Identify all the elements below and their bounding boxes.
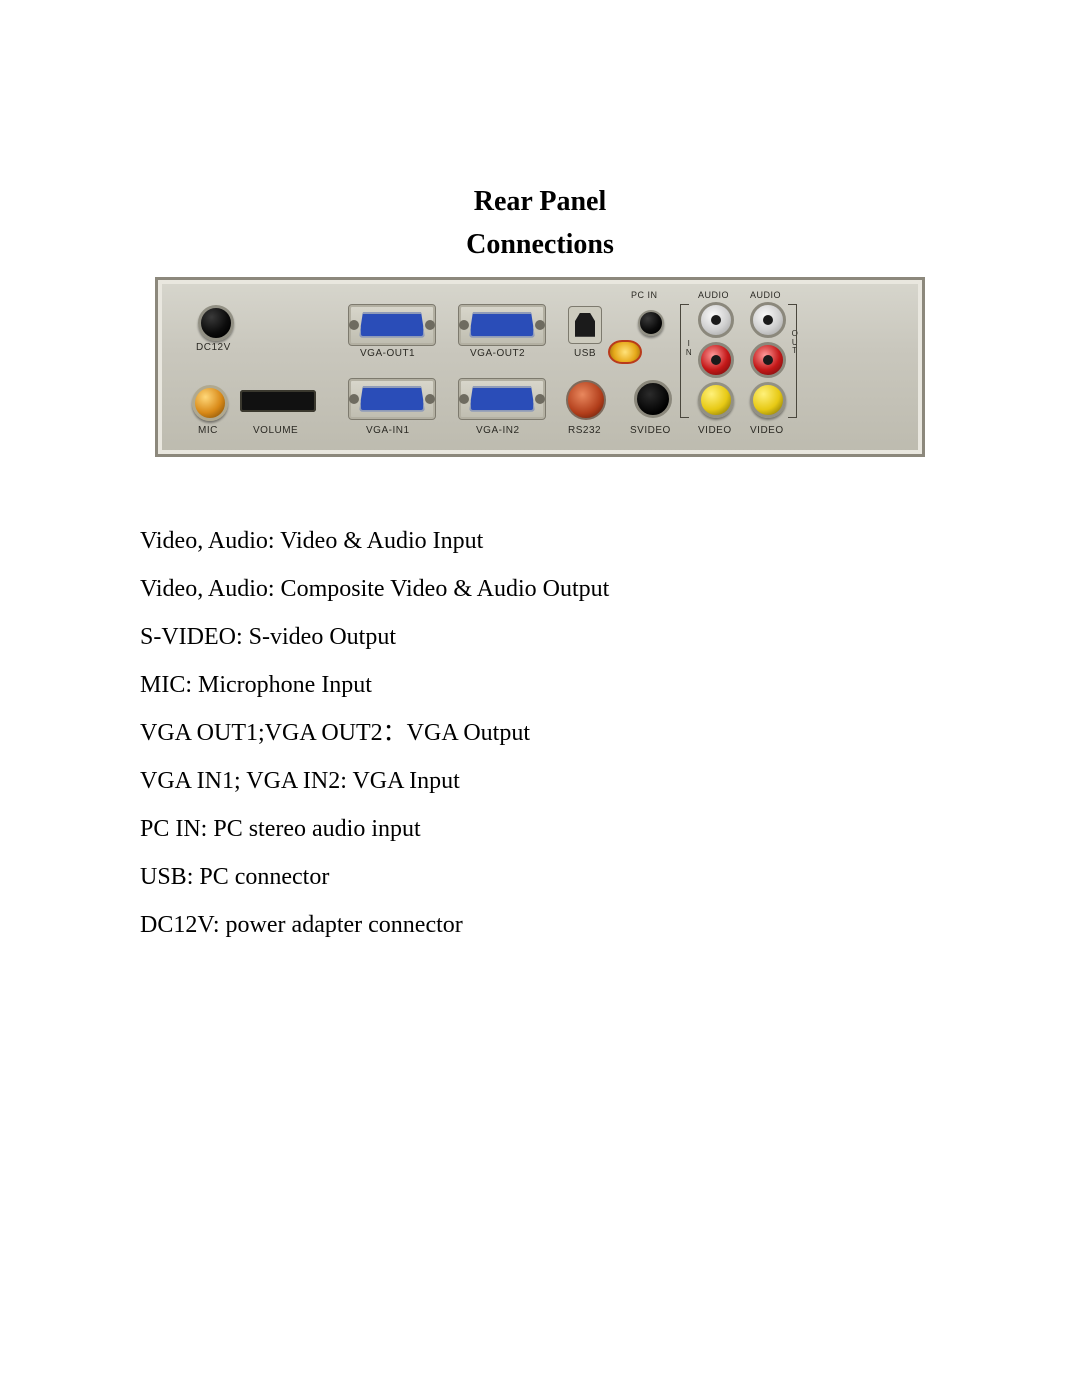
label-vga-out2: VGA-OUT2: [470, 348, 525, 359]
vga-in1-port: [348, 378, 436, 420]
usb-b-port: [568, 306, 602, 344]
label-vga-in2: VGA-IN2: [476, 425, 520, 436]
label-rs232: RS232: [568, 425, 601, 436]
label-volume: VOLUME: [253, 425, 298, 436]
bracket-out: [788, 304, 797, 418]
label-audio-2: AUDIO: [750, 290, 781, 300]
bracket-in: [680, 304, 689, 418]
rear-panel-figure: PC IN AUDIO AUDIO DC12V MIC VOLUME VGA-O…: [155, 277, 925, 457]
title-line-1: Rear Panel: [474, 186, 606, 217]
desc-item: S-VIDEO: S-video Output: [140, 613, 940, 661]
label-audio-1: AUDIO: [698, 290, 729, 300]
vga-out1-port: [348, 304, 436, 346]
desc-item: MIC: Microphone Input: [140, 661, 940, 709]
desc-item: VGA OUT1;VGA OUT2：VGA Output: [140, 709, 940, 757]
rca-video-out-yellow: [750, 382, 786, 418]
label-dc12v: DC12V: [196, 342, 231, 353]
page-title: Rear Panel Connections: [140, 180, 940, 267]
label-vga-in1: VGA-IN1: [366, 425, 410, 436]
vga-out2-port: [458, 304, 546, 346]
desc-item: Video, Audio: Video & Audio Input: [140, 517, 940, 565]
label-mic: MIC: [198, 425, 218, 436]
desc-item: PC IN: PC stereo audio input: [140, 805, 940, 853]
title-line-2: Connections: [466, 229, 614, 260]
ccc-sticker-icon: [608, 340, 642, 364]
desc-item: DC12V: power adapter connector: [140, 901, 940, 949]
mic-jack: [192, 385, 228, 421]
pc-in-jack: [638, 310, 664, 336]
rca-video-in-yellow: [698, 382, 734, 418]
vga-in2-port: [458, 378, 546, 420]
label-video-2: VIDEO: [750, 425, 784, 436]
rca-audio-out-white: [750, 302, 786, 338]
rca-audio-in-white: [698, 302, 734, 338]
label-vga-out1: VGA-OUT1: [360, 348, 415, 359]
label-video-1: VIDEO: [698, 425, 732, 436]
svideo-port: [634, 380, 672, 418]
volume-slot: [240, 390, 316, 412]
document-page: Rear Panel Connections PC IN AUDIO AUDIO…: [0, 0, 1080, 1397]
label-usb: USB: [574, 348, 596, 359]
rca-audio-out-red: [750, 342, 786, 378]
desc-item: VGA IN1; VGA IN2: VGA Input: [140, 757, 940, 805]
rca-audio-in-red: [698, 342, 734, 378]
label-svideo: SVIDEO: [630, 425, 671, 436]
desc-item: USB: PC connector: [140, 853, 940, 901]
rs232-port: [566, 380, 606, 420]
dc12v-jack: [198, 305, 234, 341]
descriptions-list: Video, Audio: Video & Audio Input Video,…: [140, 517, 940, 949]
desc-item: Video, Audio: Composite Video & Audio Ou…: [140, 565, 940, 613]
label-pc-in: PC IN: [631, 290, 658, 300]
rear-panel: PC IN AUDIO AUDIO DC12V MIC VOLUME VGA-O…: [155, 277, 925, 457]
